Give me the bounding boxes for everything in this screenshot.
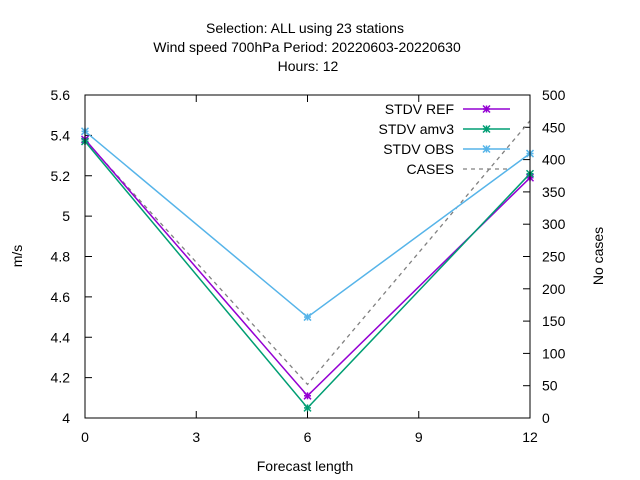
legend-marker-stdv-ref (482, 104, 491, 114)
y-tick-label-5: 5 (62, 208, 70, 224)
series-line-cases (84, 120, 531, 386)
y-axis-label: m/s (9, 245, 25, 268)
title-line-2: Wind speed 700hPa Period: 20220603-20220… (153, 39, 461, 55)
series-line-stdv-amv3 (84, 140, 531, 410)
series-line-stdv-ref (84, 138, 531, 397)
point-stdv-obs-1 (303, 313, 312, 322)
legend-label-cases: CASES (407, 161, 454, 177)
y2-tick-label-5: 250 (542, 249, 566, 265)
x-tick-label-2: 6 (304, 429, 312, 445)
axes: 44.24.44.64.855.25.45.605010015020025030… (51, 87, 566, 445)
x-tick-label-4: 12 (522, 429, 538, 445)
y2-tick-label-7: 350 (542, 184, 566, 200)
y2-tick-label-3: 150 (542, 313, 566, 329)
y2-tick-label-6: 300 (542, 216, 566, 232)
y2-tick-label-2: 100 (542, 345, 566, 361)
point-stdv-ref-1 (303, 391, 312, 400)
y-tick-label-8: 5.6 (51, 87, 71, 103)
y2-axis-label: No cases (590, 227, 606, 285)
y-tick-label-0: 4 (62, 410, 70, 426)
legend: STDV REF STDV amv3 STDV OBS CASES (379, 101, 510, 177)
legend-label-stdv-amv3: STDV amv3 (379, 121, 455, 137)
y2-tick-label-1: 50 (542, 378, 558, 394)
y2-tick-label-0: 0 (542, 410, 550, 426)
y-tick-label-1: 4.2 (51, 370, 71, 386)
y2-tick-label-4: 200 (542, 281, 566, 297)
y2-tick-label-8: 400 (542, 152, 566, 168)
plot-frame (84, 94, 531, 419)
title-line-3: Hours: 12 (278, 58, 339, 74)
y-tick-label-6: 5.2 (51, 168, 71, 184)
chart-title: Selection: ALL using 23 stations Wind sp… (153, 20, 461, 74)
y-tick-label-2: 4.4 (51, 329, 71, 345)
point-stdv-amv3-1 (303, 403, 312, 412)
series-line-stdv-obs (84, 130, 531, 319)
legend-label-stdv-obs: STDV OBS (383, 141, 454, 157)
legend-label-stdv-ref: STDV REF (385, 101, 454, 117)
y2-tick-label-9: 450 (542, 119, 566, 135)
x-tick-label-0: 0 (81, 429, 89, 445)
plot-area (80, 120, 535, 412)
y-tick-label-7: 5.4 (51, 127, 71, 143)
x-axis-label: Forecast length (257, 458, 354, 474)
x-tick-label-1: 3 (192, 429, 200, 445)
y2-tick-label-10: 500 (542, 87, 566, 103)
legend-marker-stdv-obs (482, 144, 491, 154)
legend-marker-stdv-amv3 (482, 124, 491, 134)
x-tick-label-3: 9 (415, 429, 423, 445)
y-tick-label-4: 4.8 (51, 249, 71, 265)
y-tick-label-3: 4.6 (51, 289, 71, 305)
title-line-1: Selection: ALL using 23 stations (206, 20, 404, 36)
